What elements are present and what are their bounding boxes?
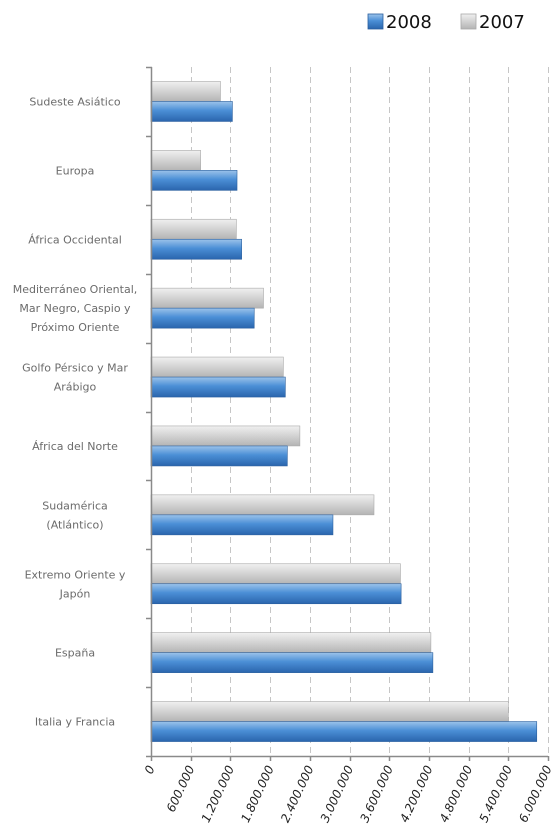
bar-2007 [150,425,301,447]
category-label: África del Norte [32,440,118,453]
bar-2007 [150,563,401,585]
legend-label: 2007 [479,12,525,33]
bar-2008 [150,170,238,191]
bars [150,81,538,742]
x-tick-label: 5.400.000 [477,763,516,825]
bar-2007 [150,150,201,171]
x-tick-label: 3.600.000 [357,763,396,825]
category-label: África Occidental [28,233,122,246]
bar-2007 [150,81,221,102]
x-tick-label: 4.200.000 [397,763,436,825]
x-tick-label: 1.800.000 [238,763,277,825]
bar-2008 [150,583,402,605]
bar-2008 [150,307,255,329]
bar-2007 [150,632,432,653]
bar-2007 [150,287,264,309]
x-tick-label: 4.800.000 [437,763,476,825]
category-label: Extremo Oriente y Japón [25,568,126,600]
category-label: Italia y Francia [35,716,115,729]
legend-swatch [367,13,384,30]
legend-item-2008: 2008 [367,12,432,33]
bar-2008 [150,445,288,467]
legend: 2008 2007 [367,12,525,33]
x-tick-label: 6.000.000 [516,763,551,825]
category-label: Mediterráneo Oriental, Mar Negro, Caspio … [13,283,138,334]
legend-label: 2008 [386,12,432,33]
category-label: Europa [56,164,95,177]
bar-2008 [150,514,334,536]
bar-2007 [150,218,237,240]
bar-2007 [150,701,509,722]
x-tick-labels: 0 600.000 1.200.000 1.800.000 2.400.000 3.000… [142,763,551,825]
axes [146,66,550,761]
bar-2007 [150,494,375,516]
x-tick-label: 3.000.000 [318,763,357,825]
category-label: Golfo Pérsico y Mar Arábigo [22,362,128,394]
legend-swatch [460,13,477,30]
category-labels: Sudeste Asiático Europa África Occidental M… [13,95,138,728]
x-tick-label: 600.000 [164,763,198,814]
bar-2008 [150,376,286,398]
bar-2008 [150,101,233,122]
category-label: Sudeste Asiático [29,95,120,108]
bar-2007 [150,356,284,378]
category-label: España [55,647,95,660]
legend-item-2007: 2007 [460,12,525,33]
bar-2008 [150,238,242,260]
bar-2008 [150,652,434,673]
category-label: Sudamérica (Atlántico) [42,499,108,531]
x-tick-label: 1.200.000 [199,763,238,825]
x-tick-label: 0 [142,763,158,776]
x-tick-label: 2.400.000 [278,763,317,825]
bar-2008 [150,721,538,742]
